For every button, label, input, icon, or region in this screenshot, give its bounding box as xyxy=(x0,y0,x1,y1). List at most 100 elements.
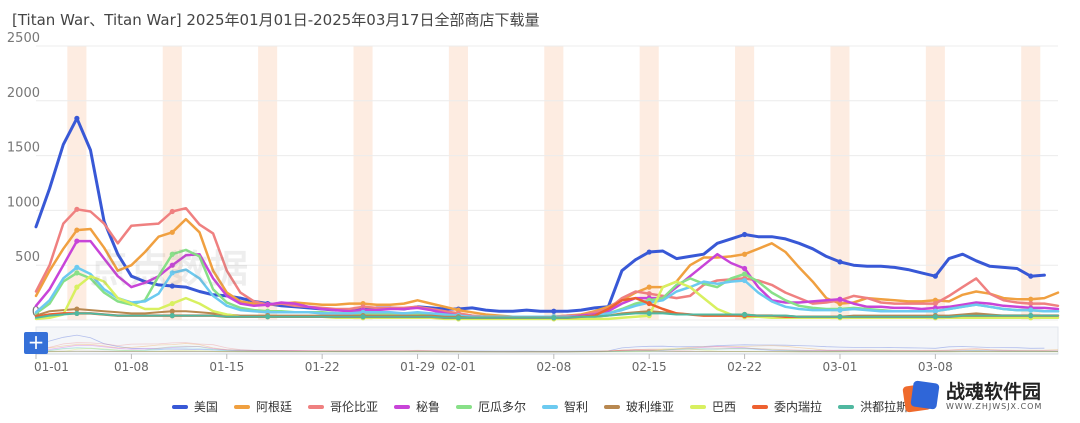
data-point xyxy=(741,311,748,318)
weekend-band xyxy=(544,46,564,320)
data-point xyxy=(1028,300,1034,307)
data-point xyxy=(169,283,175,289)
slider-preview-line xyxy=(35,343,1059,353)
legend-item[interactable]: 玻利维亚 xyxy=(604,398,674,415)
data-point xyxy=(169,313,175,319)
legend-item[interactable]: 厄瓜多尔 xyxy=(455,398,526,415)
slider-preview-line xyxy=(35,347,1058,353)
legend-label: 美国 xyxy=(193,400,218,414)
y-tick-label: 1000 xyxy=(7,195,40,210)
data-point xyxy=(169,262,175,268)
x-tick-label: 01-08 xyxy=(114,360,149,374)
zoom-slider[interactable] xyxy=(35,326,1059,355)
legend-item[interactable]: 洪都拉斯 xyxy=(838,398,908,415)
legend-label: 阿根廷 xyxy=(255,400,292,414)
legend-swatch xyxy=(455,404,472,409)
logo-url: WWW.ZHJWSJX.COM xyxy=(946,402,1043,411)
data-point xyxy=(932,314,938,320)
data-point xyxy=(932,273,938,279)
data-point xyxy=(741,271,748,277)
weekend-band xyxy=(353,46,373,320)
zoom-add-button[interactable]: + xyxy=(24,332,48,354)
x-tick-label: 01-29 xyxy=(400,360,435,374)
legend-item[interactable]: 秘鲁 xyxy=(393,398,440,415)
data-point xyxy=(169,308,175,314)
x-tick-label: 01-15 xyxy=(209,360,244,374)
logo-mark-icon xyxy=(902,380,940,413)
legend-swatch xyxy=(307,404,324,409)
weekend-bands xyxy=(67,46,1041,354)
slider-preview-line xyxy=(35,349,1058,353)
data-point xyxy=(837,259,843,265)
legend: 美国 阿根廷 哥伦比亚 秘鲁 厄瓜多尔 智利 玻利维亚 巴西 委内瑞拉 洪都拉斯 xyxy=(0,398,1080,415)
data-point xyxy=(837,314,843,320)
data-point xyxy=(265,302,271,308)
data-point xyxy=(646,300,652,307)
x-tick-label: 02-15 xyxy=(632,360,667,374)
series-line xyxy=(35,312,1059,319)
legend-label: 玻利维亚 xyxy=(626,400,675,414)
x-tick-label: 02-22 xyxy=(727,360,762,374)
logo-name: 战魂软件园 xyxy=(946,381,1042,403)
y-tick-label: 500 xyxy=(15,250,40,265)
legend-item[interactable]: 巴西 xyxy=(690,398,736,415)
slider-preview-line xyxy=(35,347,1058,353)
data-point xyxy=(169,229,175,235)
slider-preview-line xyxy=(35,344,1059,353)
legend-item[interactable]: 智利 xyxy=(542,398,588,415)
weekend-band xyxy=(1021,46,1041,320)
x-axis: 01-01 01-08 01-15 01-22 01-29 02-01 02-08 02-15… xyxy=(34,353,1058,374)
y-tick-label: 2500 xyxy=(7,31,40,46)
weekend-band xyxy=(925,46,945,320)
weekend-band xyxy=(639,46,659,320)
x-tick-label: 02-01 xyxy=(441,360,476,374)
legend-item[interactable]: 阿根廷 xyxy=(233,398,292,415)
legend-label: 委内瑞拉 xyxy=(774,400,823,414)
legend-item[interactable]: 委内瑞拉 xyxy=(752,398,822,415)
legend-label: 巴西 xyxy=(712,400,737,414)
data-point xyxy=(74,238,80,244)
data-point xyxy=(74,284,80,290)
x-tick-label: 01-22 xyxy=(305,360,340,374)
legend-swatch xyxy=(752,404,769,409)
weekend-band xyxy=(258,46,278,320)
data-point xyxy=(646,291,652,297)
data-point xyxy=(169,208,175,215)
data-point xyxy=(455,315,462,321)
legend-item[interactable]: 美国 xyxy=(171,398,218,415)
data-point xyxy=(1028,296,1034,302)
legend-label: 洪都拉斯 xyxy=(860,400,909,414)
weekend-band xyxy=(67,46,87,320)
data-point xyxy=(1028,313,1034,319)
data-point xyxy=(1028,273,1034,279)
legend-swatch xyxy=(233,404,250,409)
data-point xyxy=(74,270,80,276)
data-point xyxy=(741,251,748,257)
data-point xyxy=(265,314,271,320)
weekend-band xyxy=(448,46,468,320)
legend-item[interactable]: 哥伦比亚 xyxy=(307,398,378,415)
legend-swatch xyxy=(171,404,188,409)
legend-label: 哥伦比亚 xyxy=(329,400,378,414)
watermark: 点点数据 xyxy=(90,247,251,291)
slider-preview-line xyxy=(35,350,1058,353)
data-point xyxy=(932,300,938,307)
data-point xyxy=(932,308,938,314)
legend-label: 厄瓜多尔 xyxy=(477,400,526,414)
data-point xyxy=(741,277,748,284)
x-tick-label: 02-08 xyxy=(536,360,571,374)
series-lines xyxy=(34,115,1060,322)
data-point xyxy=(646,284,652,290)
data-point xyxy=(646,249,652,255)
data-point xyxy=(551,315,557,321)
chart-title: [Titan War、Titan War] 2025年01月01日-2025年0… xyxy=(12,11,540,29)
data-point xyxy=(169,300,175,307)
legend-swatch xyxy=(393,404,410,409)
data-point xyxy=(741,265,748,272)
data-point xyxy=(741,231,748,238)
data-point xyxy=(169,270,175,276)
x-tick-label: 01-01 xyxy=(34,360,69,374)
data-point xyxy=(74,310,80,317)
